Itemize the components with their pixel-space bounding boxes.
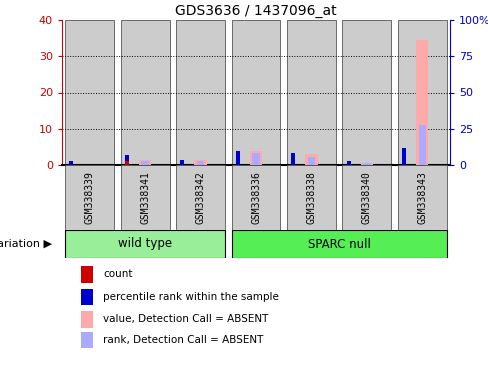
Text: count: count bbox=[103, 270, 133, 280]
Bar bbox=[398, 165, 447, 230]
Text: GSM338340: GSM338340 bbox=[362, 171, 372, 224]
Bar bbox=[291, 153, 295, 165]
Bar bbox=[232, 20, 281, 165]
Bar bbox=[363, 163, 370, 165]
Text: GSM338339: GSM338339 bbox=[85, 171, 95, 224]
Bar bbox=[308, 157, 315, 165]
Bar bbox=[343, 165, 391, 230]
Bar bbox=[121, 165, 169, 230]
Bar bbox=[419, 125, 426, 165]
Bar bbox=[142, 161, 149, 165]
Text: percentile rank within the sample: percentile rank within the sample bbox=[103, 292, 279, 302]
Bar bbox=[176, 165, 225, 230]
Bar bbox=[343, 20, 391, 165]
Text: GSM338342: GSM338342 bbox=[196, 171, 205, 224]
Bar bbox=[232, 165, 281, 230]
Bar bbox=[139, 160, 151, 165]
Bar bbox=[398, 20, 447, 165]
Bar bbox=[195, 160, 207, 165]
Bar bbox=[69, 161, 73, 165]
Title: GDS3636 / 1437096_at: GDS3636 / 1437096_at bbox=[175, 3, 337, 18]
Bar bbox=[65, 20, 114, 165]
Bar bbox=[65, 165, 114, 230]
Text: GSM338338: GSM338338 bbox=[306, 171, 316, 224]
Bar bbox=[232, 230, 447, 258]
Bar bbox=[416, 40, 428, 165]
Bar bbox=[81, 266, 93, 283]
Bar bbox=[81, 289, 93, 305]
Bar bbox=[125, 161, 129, 165]
Text: genotype/variation ▶: genotype/variation ▶ bbox=[0, 239, 52, 249]
Bar bbox=[236, 151, 240, 165]
Bar bbox=[121, 20, 169, 165]
Bar bbox=[176, 20, 225, 165]
Text: wild type: wild type bbox=[118, 237, 172, 250]
Bar bbox=[402, 148, 406, 165]
Bar bbox=[181, 160, 184, 165]
Bar bbox=[81, 311, 93, 328]
Bar bbox=[252, 153, 260, 165]
Text: GSM338336: GSM338336 bbox=[251, 171, 261, 224]
Bar bbox=[125, 155, 129, 161]
Bar bbox=[287, 20, 336, 165]
Bar bbox=[81, 332, 93, 348]
Bar bbox=[65, 230, 225, 258]
Text: GSM338343: GSM338343 bbox=[417, 171, 427, 224]
Text: SPARC null: SPARC null bbox=[308, 237, 370, 250]
Bar bbox=[361, 163, 373, 165]
Bar bbox=[197, 161, 204, 165]
Text: value, Detection Call = ABSENT: value, Detection Call = ABSENT bbox=[103, 314, 268, 324]
Bar bbox=[250, 151, 262, 165]
Bar bbox=[346, 161, 350, 165]
Bar bbox=[287, 165, 336, 230]
Text: rank, Detection Call = ABSENT: rank, Detection Call = ABSENT bbox=[103, 335, 264, 345]
Bar bbox=[305, 154, 318, 165]
Text: GSM338341: GSM338341 bbox=[140, 171, 150, 224]
